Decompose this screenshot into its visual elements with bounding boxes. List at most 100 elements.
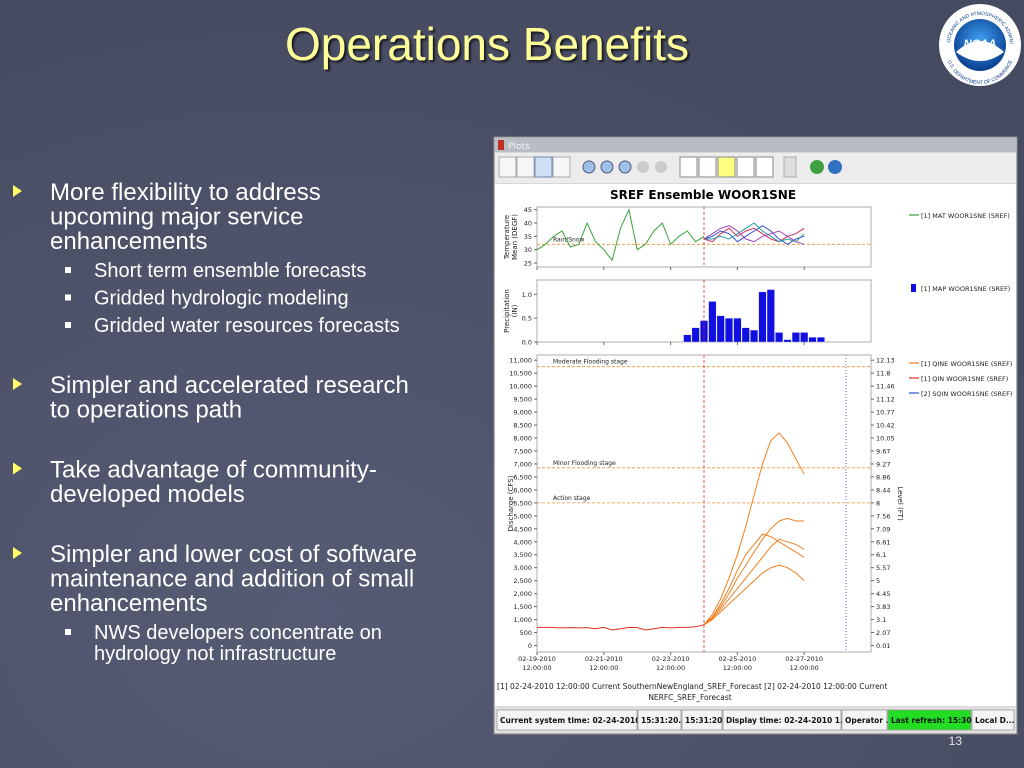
status-cell: [637, 709, 682, 731]
y2-tick-label: 6.61: [876, 538, 890, 546]
plot-caption: NERFC_SREF_Forecast: [648, 693, 731, 702]
y-tick-label: 3,000: [513, 564, 532, 572]
y-tick-label: 40: [524, 220, 532, 228]
y-tick-label: 2,500: [513, 577, 532, 585]
bar: [708, 301, 717, 343]
tool-button[interactable]: [755, 156, 774, 178]
y-tick-label: 7,500: [513, 447, 532, 455]
status-text: 15:31:20...: [685, 716, 731, 725]
status-text: Local D...: [975, 716, 1015, 725]
bullet-text: Take advantage of community-: [50, 457, 377, 484]
y2-tick-label: 9.67: [876, 447, 890, 455]
status-text: Last refresh: 15:30:...: [891, 716, 983, 725]
bar: [683, 334, 692, 343]
status-text: Display time: 02-24-2010 1...: [726, 716, 849, 725]
y-tick-label: 45: [524, 206, 532, 214]
bullet-marker: [13, 378, 22, 390]
tool-button[interactable]: [736, 156, 755, 178]
y-tick-label: 0.0: [522, 339, 532, 347]
y2-tick-label: 10.05: [876, 435, 895, 443]
y-tick-label: 5,000: [513, 512, 532, 520]
y-tick-label: 9,000: [513, 409, 532, 417]
series-line: [703, 564, 805, 626]
y2-tick-label: 7.56: [876, 512, 890, 520]
x-tick-label: 02-23-2010 12:00:00: [652, 655, 690, 672]
window-icon: [498, 140, 504, 150]
status-cell: [887, 709, 972, 731]
logo-gull: [956, 41, 1004, 61]
y2-tick-label: 4.45: [876, 590, 890, 598]
tool-button[interactable]: [679, 156, 698, 178]
logo-name: NOAA: [964, 38, 996, 50]
y-tick-label: 4,000: [513, 538, 532, 546]
y-tick-label: 6,000: [513, 486, 532, 494]
bullet-text: maintenance and addition of small: [50, 566, 414, 593]
status-cell: [496, 709, 638, 731]
y2-tick-label: 3.1: [876, 616, 886, 624]
tool-button[interactable]: [582, 160, 596, 174]
y-tick-label: 7,000: [513, 460, 532, 468]
tool-button[interactable]: [534, 156, 553, 178]
window-titlebar: [495, 138, 1016, 152]
legend-swatch: [911, 284, 916, 292]
sub-bullet-marker: [65, 294, 71, 301]
x-tick-label: 02-19-2010 12:00:00: [518, 655, 556, 672]
y-tick-label: 4,500: [513, 525, 532, 533]
bar: [750, 329, 759, 343]
tool-button[interactable]: [637, 161, 649, 173]
y-axis-label: Mean (DEGF): [511, 214, 519, 260]
y-axis-label: Discharge (CFS): [507, 475, 515, 531]
status-text: Current system time: 02-24-2010...: [500, 716, 649, 725]
tool-button[interactable]: [698, 156, 717, 178]
y-tick-label: 25: [524, 260, 532, 268]
plot-caption: [1] 02-24-2010 12:00:00 Current Southern…: [497, 682, 887, 691]
y-axis-label: Precipitation: [503, 289, 511, 333]
sub-bullet-text: Gridded water resources forecasts: [94, 315, 400, 337]
legend-label: [1] QINE WOOR1SNE (SREF): [921, 360, 1012, 368]
bullet-marker: [13, 547, 22, 559]
bullet-text: enhancements: [50, 590, 207, 617]
y2-tick-label: 10.42: [876, 422, 895, 430]
y2-tick-label: 8.86: [876, 473, 890, 481]
tool-button[interactable]: [717, 156, 736, 178]
y-tick-label: 5,500: [513, 499, 532, 507]
y2-tick-label: 2.07: [876, 629, 890, 637]
tool-button[interactable]: [783, 156, 797, 178]
tool-button[interactable]: [600, 160, 614, 174]
bar: [691, 327, 700, 343]
tool-button[interactable]: [618, 160, 632, 174]
tool-button[interactable]: [810, 160, 824, 174]
y-tick-label: 8,500: [513, 422, 532, 430]
y2-tick-label: 7.09: [876, 525, 890, 533]
status-text: 15:31:20...: [641, 716, 687, 725]
y2-tick-label: 12.13: [876, 357, 895, 365]
y2-tick-label: 8: [876, 499, 880, 507]
series-line: [704, 222, 805, 243]
bullet-marker: [13, 462, 22, 475]
sub-bullet-text: NWS developers concentrate on: [94, 622, 382, 644]
sub-bullet-marker: [65, 267, 71, 273]
series-line: [703, 533, 805, 626]
y-tick-label: 1,000: [513, 616, 532, 624]
bar: [808, 337, 817, 343]
tool-button[interactable]: [516, 156, 535, 178]
toolbar-buttons[interactable]: [498, 156, 842, 178]
y-tick-label: 6,500: [513, 473, 532, 481]
tool-button[interactable]: [655, 161, 667, 173]
tool-button[interactable]: [828, 160, 842, 174]
bullet-text: upcoming major service: [50, 204, 303, 231]
sub-bullet-marker: [65, 322, 71, 328]
y2-axis-label: Level (FT): [896, 486, 904, 521]
tool-button[interactable]: [498, 156, 517, 178]
sub-bullet-text: hydrology not infrastructure: [94, 643, 336, 665]
threshold-label: Action stage: [553, 495, 591, 502]
y2-tick-label: 8.44: [876, 486, 890, 494]
y2-tick-label: 5.57: [876, 564, 890, 572]
y2-tick-label: 5: [876, 577, 880, 585]
legend-label: [1] QIN WOOR1SNE (SREF): [921, 375, 1008, 383]
y-axis-label: Temperature: [503, 215, 511, 260]
tool-button[interactable]: [552, 156, 571, 178]
bullet-text: to operations path: [50, 397, 242, 424]
